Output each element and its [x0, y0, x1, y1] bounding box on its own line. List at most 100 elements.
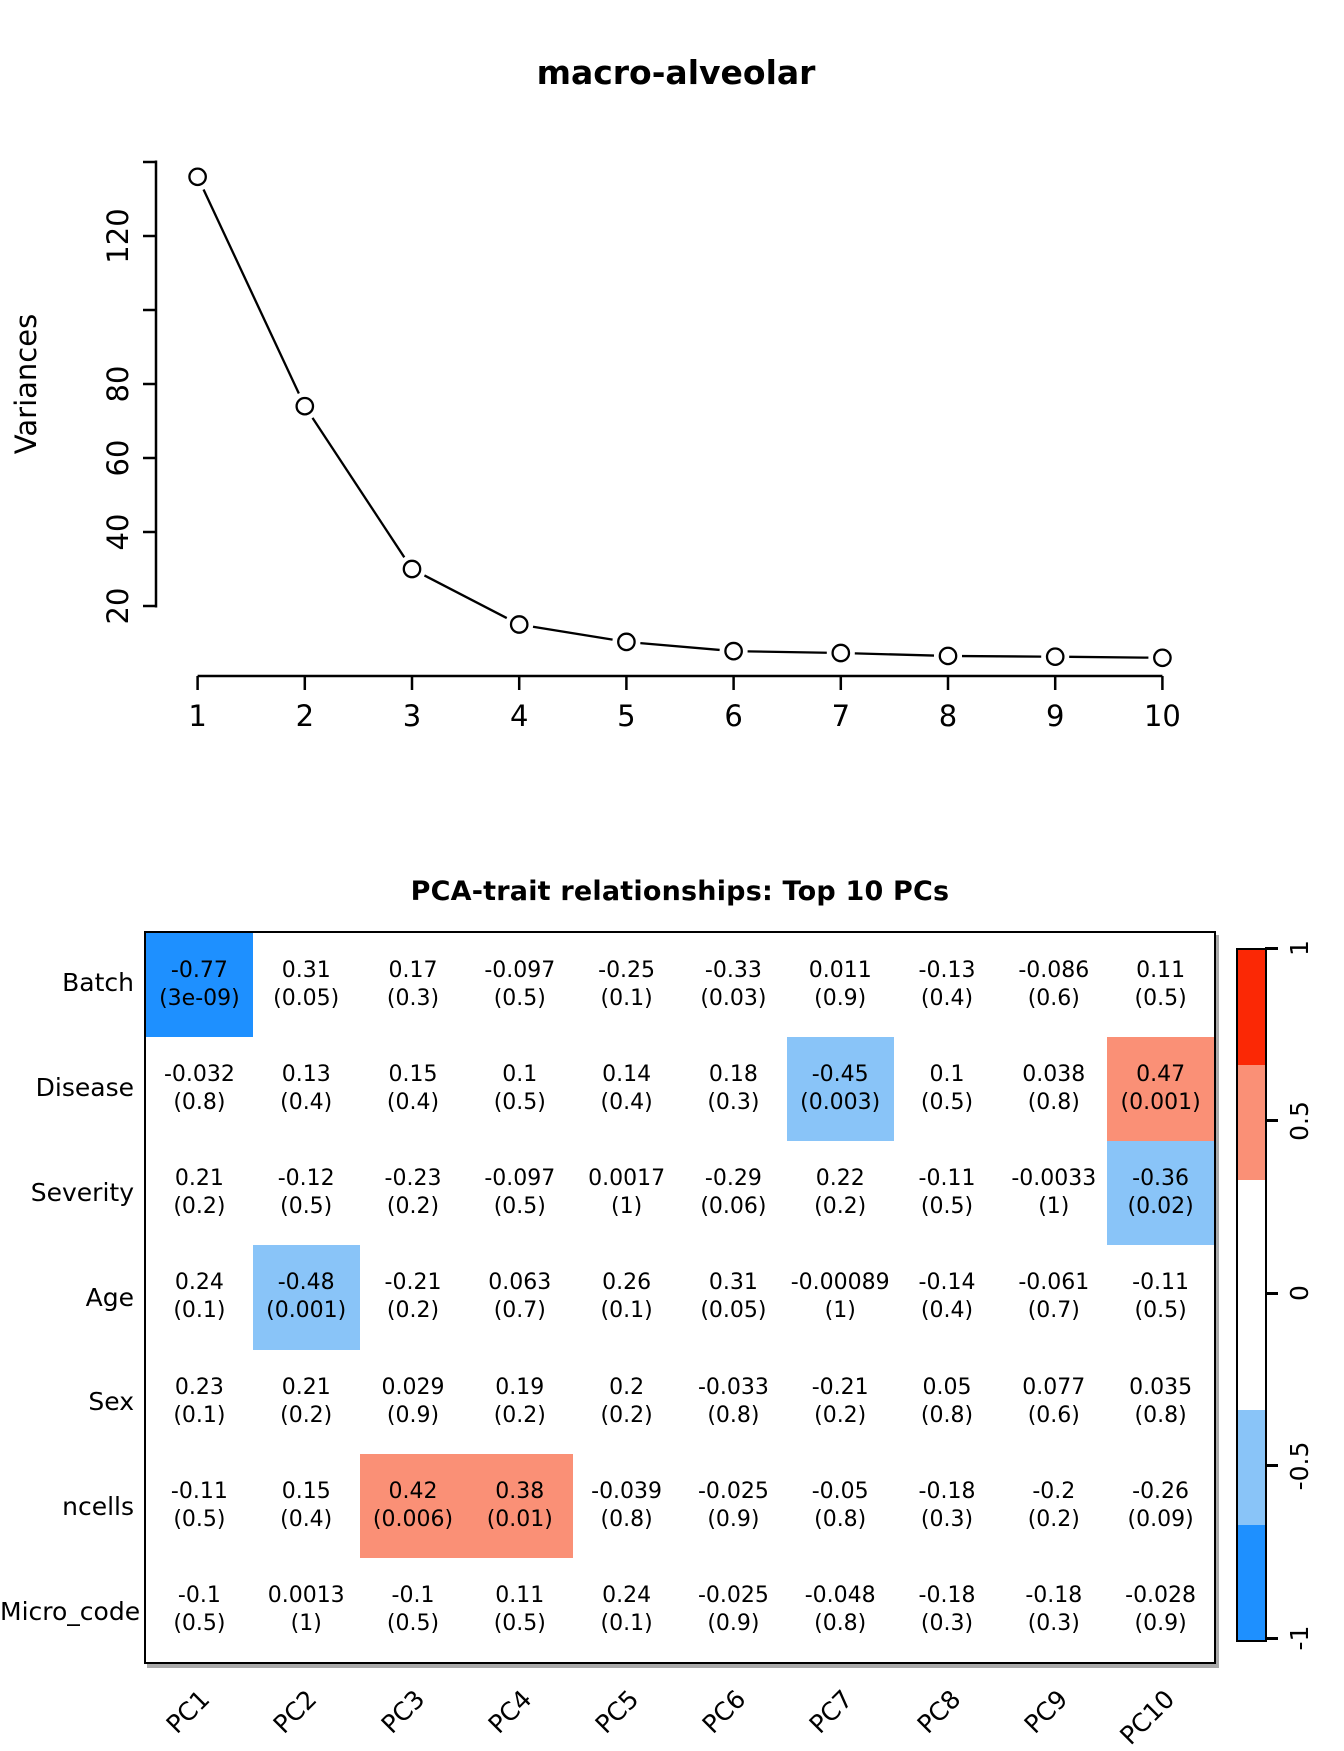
cell-correlation-value: 0.24 [602, 1582, 652, 1608]
line-segment [640, 641, 720, 652]
cell-correlation-value: -0.1 [177, 1582, 221, 1608]
cell-correlation-value: -0.11 [170, 1478, 228, 1504]
y-axis-title: Variances [9, 314, 43, 454]
cell-correlation-value: 0.38 [495, 1478, 545, 1504]
cell-correlation-value: 0.077 [1022, 1374, 1086, 1400]
heatmap-cell: -0.033 (0.8) [680, 1349, 787, 1454]
cell-correlation-value: -0.086 [1018, 958, 1090, 984]
cell-p-value: (0.5) [920, 1090, 974, 1116]
heatmap-cell: -0.18 (0.3) [893, 1557, 1001, 1662]
cell-correlation-value: -0.29 [704, 1166, 762, 1192]
cell-correlation-value: 0.18 [708, 1062, 758, 1088]
x-axis-tick-label: 4 [510, 699, 528, 733]
column-label-pc9: PC9 [1018, 1684, 1074, 1740]
heatmap-cell: 0.05 (0.8) [893, 1349, 1001, 1454]
heatmap-cell: -0.45 (0.003) [786, 1037, 894, 1142]
cell-p-value: (0.3) [707, 1090, 760, 1116]
row-label-age: Age [85, 1282, 134, 1312]
cell-p-value: (0.2) [814, 1402, 867, 1428]
y-axis-tick-label: 40 [101, 514, 135, 551]
cell-correlation-value: -0.11 [1132, 1270, 1190, 1296]
cell-correlation-value: -0.23 [384, 1166, 442, 1192]
cell-p-value: (0.8) [707, 1402, 760, 1428]
cell-p-value: (0.5) [493, 986, 546, 1012]
column-label-pc10: PC10 [1114, 1684, 1181, 1751]
cell-p-value: (0.2) [386, 1298, 440, 1324]
cell-p-value: (0.5) [493, 1194, 546, 1220]
heatmap-cell: 0.063 (0.7) [466, 1245, 574, 1350]
x-axis-tick-label: 3 [403, 699, 421, 733]
cell-correlation-value: -0.0033 [1011, 1166, 1097, 1192]
cell-correlation-value: -0.12 [277, 1166, 335, 1192]
cell-correlation-value: -0.21 [811, 1374, 869, 1400]
heatmap-cell: -0.23 (0.2) [359, 1141, 467, 1246]
cell-correlation-value: 0.063 [488, 1270, 552, 1296]
heatmap-cell: -0.039 (0.8) [573, 1453, 680, 1558]
cell-p-value: (0.8) [600, 1506, 653, 1532]
scree-plot-title: macro-alveolar [537, 53, 817, 92]
heatmap-cell: -0.77 (3e-09) [146, 933, 253, 1038]
heatmap-cell: -0.048 (0.8) [786, 1557, 894, 1662]
cell-p-value: (0.8) [920, 1402, 974, 1428]
cell-p-value: (0.5) [493, 1610, 546, 1636]
heatmap-cell: -0.05 (0.8) [786, 1453, 894, 1558]
data-point [1153, 648, 1172, 668]
cell-p-value: (0.2) [493, 1402, 546, 1428]
cell-p-value: (0.8) [1134, 1402, 1187, 1428]
line-segment [854, 652, 935, 657]
heatmap-cell: 0.1 (0.5) [893, 1037, 1001, 1142]
heatmap-cell: -0.1 (0.5) [359, 1557, 467, 1662]
heatmap-cell: 0.24 (0.1) [146, 1245, 253, 1350]
heatmap-cell: 0.26 (0.1) [573, 1245, 680, 1350]
colorbar-segment [1238, 1409, 1265, 1526]
cell-p-value: (0.001) [266, 1298, 347, 1324]
heatmap-cell: 0.0013 (1) [252, 1557, 360, 1662]
cell-correlation-value: -0.028 [1125, 1582, 1197, 1608]
line-segment [311, 417, 406, 558]
cell-p-value: (0.5) [493, 1090, 546, 1116]
cell-correlation-value: -0.097 [484, 1166, 556, 1192]
heatmap-cell: -0.086 (0.6) [1000, 933, 1108, 1038]
heatmap-cell: -0.48 (0.001) [252, 1245, 360, 1350]
cell-correlation-value: 0.035 [1129, 1374, 1193, 1400]
data-point [831, 643, 851, 663]
data-point [938, 646, 958, 666]
cell-correlation-value: -0.21 [384, 1270, 442, 1296]
heatmap-cell: -0.0033 (1) [1000, 1141, 1108, 1246]
data-point [724, 641, 743, 661]
cell-correlation-value: -0.36 [1132, 1166, 1190, 1192]
heatmap-cell: 0.038 (0.8) [1000, 1037, 1108, 1142]
column-label-pc8: PC8 [911, 1684, 966, 1740]
cell-correlation-value: -0.2 [1032, 1478, 1076, 1504]
cell-correlation-value: 0.11 [1136, 958, 1186, 984]
cell-correlation-value: 0.038 [1022, 1062, 1086, 1088]
data-point [617, 632, 636, 652]
heatmap-cell: 0.23 (0.1) [146, 1349, 253, 1454]
cell-p-value: (0.4) [920, 1298, 974, 1324]
cell-correlation-value: -0.032 [163, 1062, 235, 1088]
cell-p-value: (3e-09) [159, 986, 240, 1012]
data-point [1045, 647, 1065, 667]
heatmap-cell: 0.42 (0.006) [359, 1453, 467, 1558]
heatmap-cell: 0.077 (0.6) [1000, 1349, 1108, 1454]
colorbar-segment [1238, 1180, 1265, 1410]
cell-correlation-value: 0.2 [609, 1374, 645, 1400]
cell-p-value: (0.9) [707, 1610, 760, 1636]
heatmap-cell: -0.025 (0.9) [680, 1453, 787, 1558]
cell-correlation-value: -0.45 [811, 1062, 869, 1088]
cell-p-value: (0.02) [1127, 1194, 1194, 1220]
colorbar-tick-label: 1 [1285, 940, 1314, 956]
cell-correlation-value: 0.011 [808, 958, 872, 984]
cell-p-value: (0.4) [600, 1090, 653, 1116]
data-point [402, 559, 422, 579]
y-axis-tick-label: 80 [101, 366, 135, 403]
cell-p-value: (0.003) [800, 1090, 881, 1116]
cell-correlation-value: -0.048 [804, 1582, 876, 1608]
heatmap-cell: 0.31 (0.05) [252, 933, 360, 1038]
colorbar-tick-label: 0.5 [1285, 1100, 1314, 1141]
cell-p-value: (0.5) [1134, 1298, 1187, 1324]
heatmap-cell: 0.21 (0.2) [146, 1141, 253, 1246]
cell-correlation-value: -0.025 [697, 1478, 769, 1504]
cell-p-value: (1) [290, 1610, 322, 1636]
column-label-pc2: PC2 [267, 1684, 323, 1740]
